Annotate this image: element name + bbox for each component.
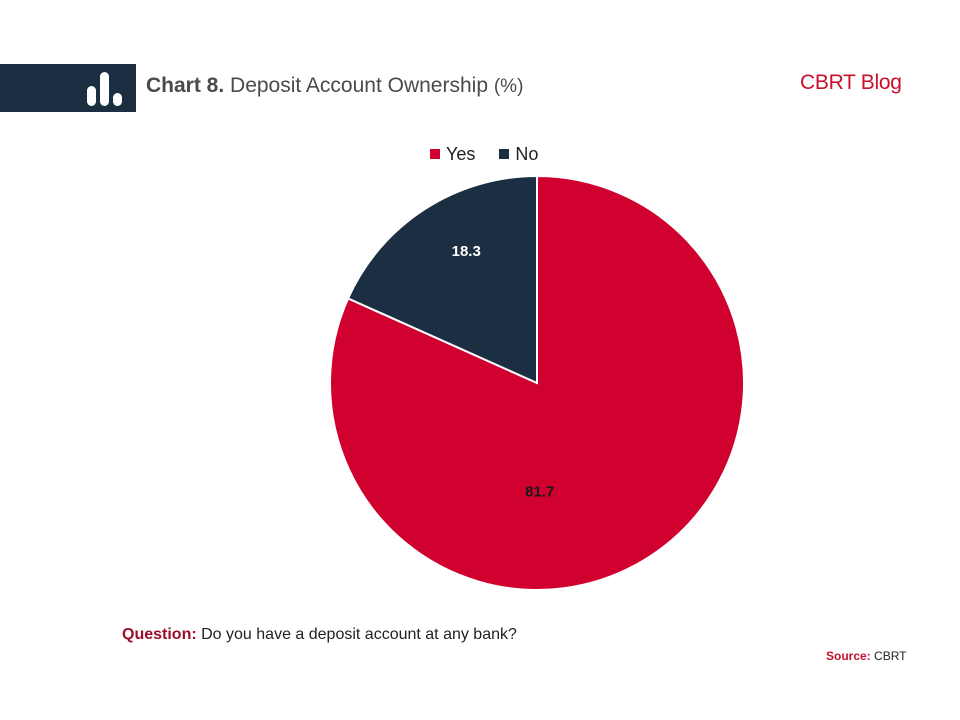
chart-legend: Yes No — [430, 143, 538, 165]
legend-item-yes: Yes — [430, 144, 475, 165]
chart-title-text: Deposit Account Ownership — [230, 74, 488, 97]
legend-label-yes: Yes — [446, 143, 476, 164]
source-label: Source: — [826, 649, 871, 663]
data-label-yes: 81.7 — [525, 484, 554, 501]
bar-chart-icon — [87, 72, 122, 106]
pie-slices — [329, 174, 745, 591]
question-label: Question: — [122, 626, 197, 643]
pie-slice-no — [346, 174, 538, 385]
survey-question: Question: Do you have a deposit account … — [122, 626, 517, 644]
chart-title: Chart 8. Deposit Account Ownership (%) — [146, 74, 523, 98]
header-icon-box — [0, 64, 136, 112]
chart-unit: (%) — [493, 76, 524, 97]
chart-number: Chart 8. — [146, 74, 225, 97]
brand-logo: CBRT Blog — [800, 71, 902, 94]
source-note: Source: CBRT — [826, 649, 906, 663]
pie-data-labels: 81.7 18.3 — [452, 243, 555, 501]
legend-swatch-no — [499, 149, 510, 159]
source-text: CBRT — [874, 649, 907, 663]
legend-item-no: No — [499, 144, 538, 165]
question-text: Do you have a deposit account at any ban… — [201, 626, 517, 643]
legend-swatch-yes — [430, 149, 440, 159]
data-label-no: 18.3 — [452, 243, 481, 260]
legend-label-no: No — [515, 143, 539, 164]
